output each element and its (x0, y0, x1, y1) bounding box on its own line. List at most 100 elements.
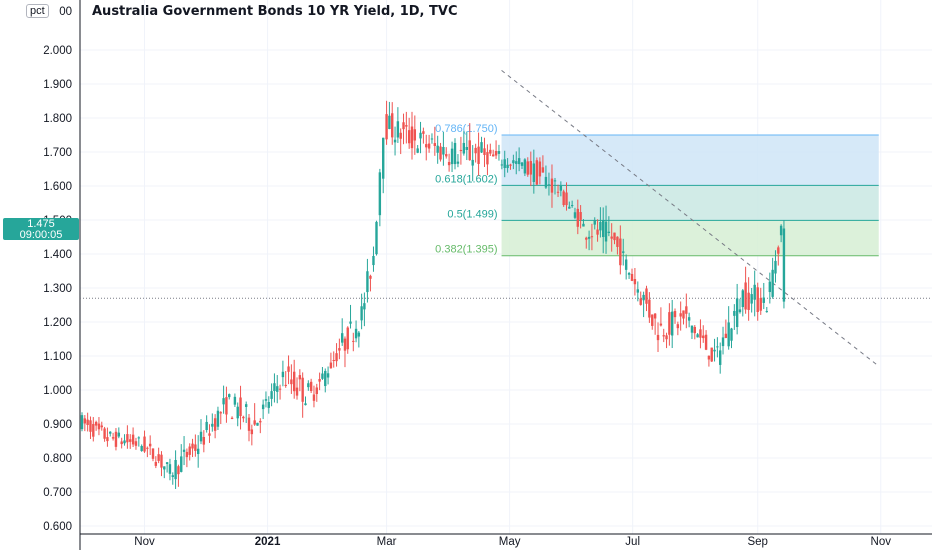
candle-body (163, 466, 166, 470)
y-tick-label: 00 (59, 6, 72, 18)
candle-body (182, 449, 186, 452)
candle-body (134, 441, 138, 446)
unit-badge[interactable]: pct (26, 4, 49, 18)
candle-body (450, 148, 454, 165)
candle-body (782, 228, 786, 302)
candle-body (329, 362, 333, 369)
candle-body (157, 454, 160, 461)
candle-body (396, 121, 400, 138)
candle-body (665, 335, 668, 340)
candle-body (273, 383, 276, 392)
candle-body (180, 456, 183, 472)
candle-body (312, 394, 316, 401)
candle-body (385, 114, 388, 140)
candle-body (477, 146, 480, 164)
candle-body (250, 429, 254, 435)
candle-body (544, 176, 548, 188)
candle-body (369, 275, 372, 279)
candle-body (349, 321, 352, 324)
x-tick-label: Jul (625, 536, 640, 548)
candle-body (413, 129, 417, 141)
candle-body (456, 161, 460, 164)
candle-body (682, 310, 685, 319)
candle-body (114, 431, 118, 447)
y-tick-label: 0.900 (43, 419, 72, 431)
candle-body (188, 446, 191, 455)
candle-body (517, 158, 521, 165)
candle-body (410, 126, 414, 149)
candle-body (753, 284, 756, 300)
fib-level-label: 0.5(1.499) (447, 208, 497, 220)
fib-zone (501, 135, 879, 186)
candle-body (696, 334, 699, 338)
candle-body (590, 236, 594, 238)
candle-body (685, 306, 688, 314)
candle-body (738, 309, 742, 313)
candle-body (762, 297, 765, 303)
candle-body (765, 311, 768, 313)
candle-body (213, 418, 217, 431)
candle-body (779, 225, 783, 236)
candle-body (233, 396, 237, 405)
candle-body (756, 287, 759, 313)
candle-body (278, 388, 282, 390)
x-tick-label: Sep (747, 536, 767, 548)
y-tick-label: 0.700 (43, 487, 72, 499)
candle-body (292, 371, 296, 392)
candle-body (324, 370, 327, 387)
candle-body (602, 220, 605, 238)
candle-body (509, 164, 512, 166)
candle-body (154, 461, 158, 466)
candle-body (131, 434, 135, 445)
candle-body (388, 115, 391, 129)
candle-body (733, 310, 736, 316)
candle-body (80, 415, 84, 430)
candle-body (489, 149, 492, 154)
candle-body (256, 422, 259, 426)
candle-body (123, 440, 126, 444)
candle-body (500, 164, 504, 166)
candle-body (693, 326, 696, 334)
candle-body (662, 335, 665, 337)
candle-body (547, 184, 551, 186)
candle-body (553, 180, 557, 182)
candle-body (471, 159, 474, 166)
candle-body (301, 377, 304, 402)
candle-body (205, 421, 208, 431)
y-tick-label: 1.900 (43, 79, 72, 91)
candle-body (177, 466, 180, 475)
candle-body (335, 353, 338, 362)
x-tick-label: Nov (871, 536, 892, 548)
candle-body (363, 303, 366, 310)
candle-body (596, 229, 599, 235)
candle-body (253, 420, 256, 425)
candle-body (430, 138, 434, 140)
x-tick-label: Mar (377, 536, 397, 548)
candle-body (407, 130, 411, 144)
candle-body (750, 294, 753, 304)
candle-body (216, 410, 220, 427)
candle-body (151, 448, 155, 459)
candle-body (668, 312, 671, 335)
candle-body (405, 125, 408, 127)
candle-body (459, 149, 463, 152)
candle-body (445, 154, 448, 157)
y-tick-label: 0.600 (43, 521, 72, 533)
candle-body (378, 172, 382, 216)
candle-body (239, 397, 242, 417)
y-tick-label: 1.700 (43, 147, 72, 159)
candle-body (341, 333, 344, 343)
candle-body (747, 292, 750, 310)
candle-body (92, 424, 95, 437)
candle-body (89, 420, 92, 432)
candle-body (236, 406, 239, 419)
candle-body (599, 221, 602, 231)
candle-body (480, 142, 483, 153)
candle-body (375, 221, 378, 255)
candle-body (94, 421, 98, 426)
candle-body (402, 122, 405, 130)
candle-body (447, 161, 451, 166)
candle-body (587, 236, 591, 239)
candle-body (425, 144, 428, 148)
candle-body (357, 332, 361, 337)
